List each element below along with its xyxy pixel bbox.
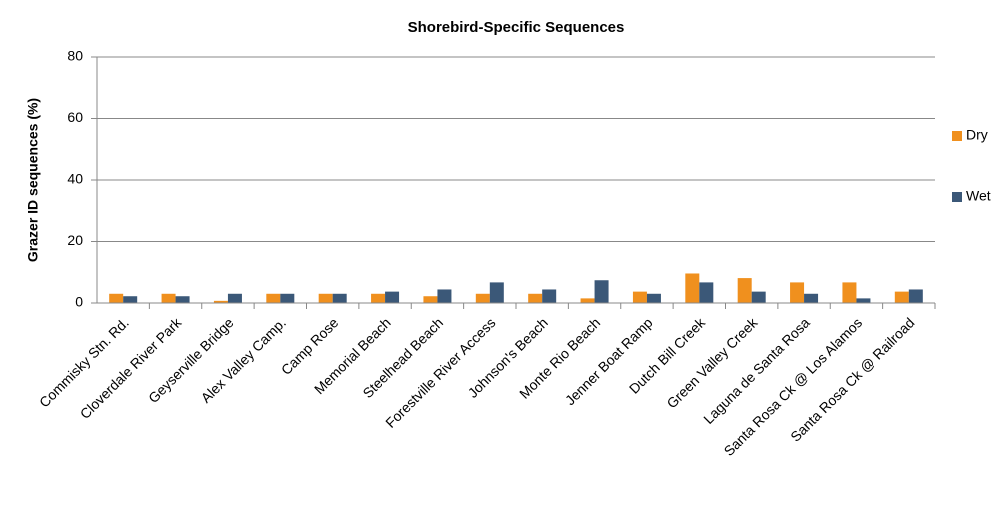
x-tick-label: Cloverdale River Park xyxy=(77,314,185,422)
bar xyxy=(227,293,242,303)
bar xyxy=(332,293,347,303)
bar xyxy=(423,296,438,303)
bar xyxy=(856,298,871,303)
bar xyxy=(699,282,714,303)
bar xyxy=(632,291,647,303)
bar xyxy=(594,280,609,303)
y-tick-label: 0 xyxy=(75,294,83,310)
bar xyxy=(213,300,228,303)
x-tick-label: Laguna de Santa Rosa xyxy=(700,314,813,427)
bar xyxy=(528,293,543,303)
x-tick-label: Jenner Boat Ramp xyxy=(562,314,656,408)
bar xyxy=(804,293,819,303)
bar xyxy=(175,296,190,303)
bar xyxy=(437,289,452,303)
bar xyxy=(385,291,400,303)
legend-label: Wet xyxy=(966,188,991,204)
bar xyxy=(123,296,138,303)
bar xyxy=(318,293,333,303)
x-tick-label: Green Valley Creek xyxy=(663,314,761,412)
bar xyxy=(371,293,386,303)
bar xyxy=(685,273,700,303)
y-tick-label: 20 xyxy=(67,232,83,248)
bar xyxy=(109,293,124,303)
legend-label: Dry xyxy=(966,127,988,143)
bar xyxy=(751,291,766,303)
bar xyxy=(790,282,805,303)
legend-swatch xyxy=(952,192,962,202)
y-tick-label: 80 xyxy=(67,48,83,64)
bar xyxy=(475,293,490,303)
legend-swatch xyxy=(952,131,962,141)
bar xyxy=(737,278,752,303)
bar xyxy=(908,289,923,303)
bar xyxy=(894,291,909,303)
bar xyxy=(646,293,661,303)
y-tick-label: 60 xyxy=(67,109,83,125)
bar xyxy=(489,282,504,303)
bar xyxy=(266,293,281,303)
bar xyxy=(580,298,595,303)
bar xyxy=(842,282,857,303)
bar xyxy=(161,293,176,303)
bar xyxy=(280,293,295,303)
chart-title: Shorebird-Specific Sequences xyxy=(408,19,625,36)
x-tick-label: Commisky Stn. Rd. xyxy=(36,314,132,410)
y-tick-label: 40 xyxy=(67,171,83,187)
y-axis-label: Grazer ID sequences (%) xyxy=(25,98,41,262)
bar xyxy=(542,289,557,303)
